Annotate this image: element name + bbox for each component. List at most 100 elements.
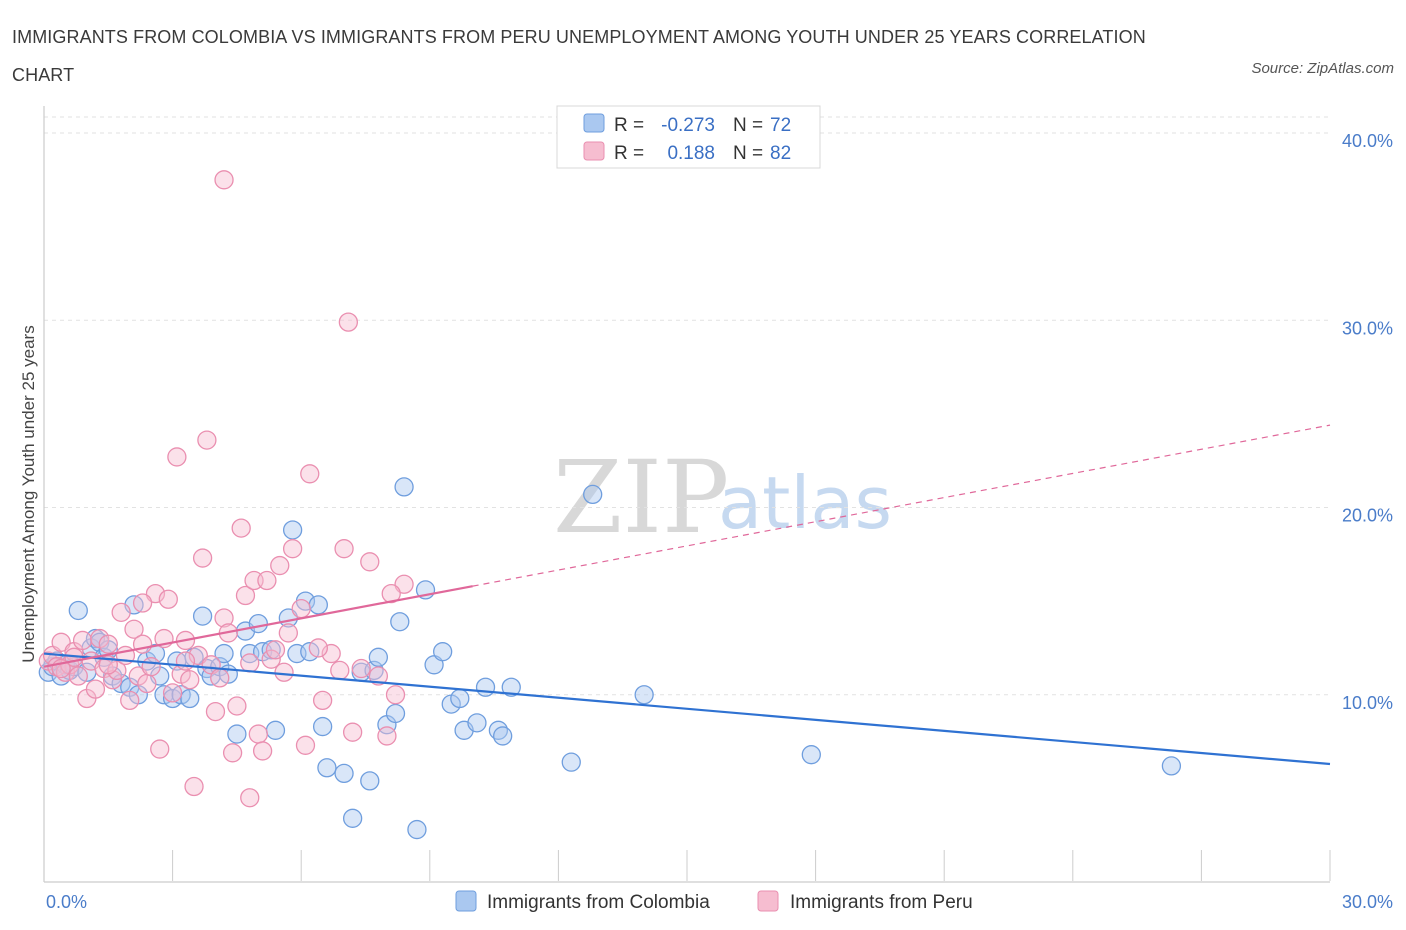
legend-n-label-peru: N = <box>733 143 763 164</box>
colombia-point <box>68 600 88 621</box>
peru-point <box>300 464 320 484</box>
y-axis-title: Unemployment Among Youth under 25 years <box>19 325 38 662</box>
peru-point <box>205 701 226 722</box>
labels-layer: 10.0% 20.0% 30.0% 40.0% 0.0% 30.0% <box>46 131 1393 912</box>
colombia-point <box>308 595 328 615</box>
colombia-point <box>583 484 603 505</box>
peru-point <box>377 726 397 746</box>
colombia-point <box>312 716 333 737</box>
peru-point <box>111 602 131 623</box>
legend-swatch-peru <box>583 141 605 161</box>
colombia-point <box>342 808 363 828</box>
bottom-legend: Immigrants from Colombia Immigrants from… <box>455 890 973 913</box>
y-tick-label: 10.0% <box>1342 693 1393 713</box>
peru-point <box>132 593 153 613</box>
colombia-point <box>634 685 654 705</box>
colombia-point <box>360 771 380 791</box>
legend-r-label-colombia: R = <box>614 115 644 136</box>
peru-point <box>197 430 217 450</box>
peru-point <box>51 632 71 652</box>
bottom-legend-label-colombia: Immigrants from Colombia <box>487 892 710 913</box>
colombia-point <box>561 752 581 772</box>
colombia-point <box>394 477 414 497</box>
legend-r-label-peru: R = <box>614 143 644 164</box>
axes-layer <box>43 106 1330 883</box>
peru-point <box>274 662 294 682</box>
peru-point <box>308 638 328 658</box>
peru-point <box>150 739 170 759</box>
peru-point <box>295 735 316 755</box>
colombia-point <box>368 647 389 667</box>
peru-point <box>214 170 234 190</box>
peru-point <box>68 666 88 686</box>
peru-point <box>102 670 123 690</box>
peru-point <box>85 679 106 699</box>
peru-point <box>334 539 354 559</box>
peru-point <box>72 630 93 651</box>
legend-r-value-colombia: -0.273 <box>661 115 715 136</box>
y-tick-label: 20.0% <box>1342 506 1393 526</box>
peru-point <box>278 623 298 643</box>
peru-point <box>120 690 140 711</box>
peru-point <box>180 670 200 690</box>
colombia-point <box>390 612 410 632</box>
watermark-atlas: atlas <box>718 461 892 545</box>
colombia-point <box>433 642 453 662</box>
colombia-point <box>501 677 521 697</box>
colombia-point <box>192 606 213 626</box>
peru-point <box>257 570 277 591</box>
peru-point <box>184 776 204 797</box>
source-label: Source: ZipAtlas.com <box>1251 60 1394 77</box>
legend-n-label-colombia: N = <box>733 115 763 136</box>
peru-point <box>282 539 303 559</box>
peru-trend-line-extension <box>472 424 1331 587</box>
top-legend: R = -0.273 N = 72 R = 0.188 N = 82 <box>556 105 821 169</box>
colombia-point <box>467 713 487 733</box>
y-tick-label: 30.0% <box>1342 318 1393 338</box>
peru-trend-line <box>43 585 473 668</box>
colombia-point <box>334 763 354 784</box>
colombia-point <box>317 758 337 778</box>
colombia-point <box>450 688 470 709</box>
peru-point <box>235 585 256 606</box>
peru-point <box>210 668 230 688</box>
peru-point <box>261 649 281 669</box>
peru-point <box>360 552 380 572</box>
bottom-legend-swatch-colombia <box>455 890 477 912</box>
colombia-point <box>1161 756 1182 776</box>
peru-point <box>137 673 157 694</box>
peru-point <box>265 640 286 660</box>
colombia-point <box>248 613 268 634</box>
colombia-point <box>407 819 427 840</box>
peru-point <box>248 724 268 744</box>
colombia-trend-line <box>43 652 1331 766</box>
colombia-point <box>227 724 247 744</box>
peru-point <box>338 312 359 332</box>
peru-point <box>222 743 243 763</box>
colombia-point <box>282 520 303 540</box>
colombia-point <box>385 703 406 724</box>
x-tick-label: 0.0% <box>46 892 87 912</box>
bottom-legend-label-peru: Immigrants from Peru <box>790 892 973 913</box>
peru-point <box>167 447 187 467</box>
peru-point <box>240 653 260 673</box>
peru-point <box>98 634 118 654</box>
trend-layer <box>43 424 1331 766</box>
peru-point <box>270 555 290 576</box>
bottom-legend-swatch-peru <box>757 890 779 912</box>
peru-point <box>231 518 251 538</box>
peru-point <box>368 666 389 686</box>
peru-point <box>214 608 234 628</box>
peru-point <box>124 619 144 639</box>
colombia-point <box>214 643 234 664</box>
colombia-point <box>180 688 200 709</box>
colombia-point <box>493 726 513 746</box>
peru-point <box>394 574 414 594</box>
legend-swatch-colombia <box>583 113 605 133</box>
legend-n-value-peru: 82 <box>770 143 791 164</box>
peru-point <box>158 589 178 609</box>
peru-point <box>342 722 363 742</box>
colombia-point <box>801 745 821 765</box>
colombia-point <box>265 720 286 740</box>
